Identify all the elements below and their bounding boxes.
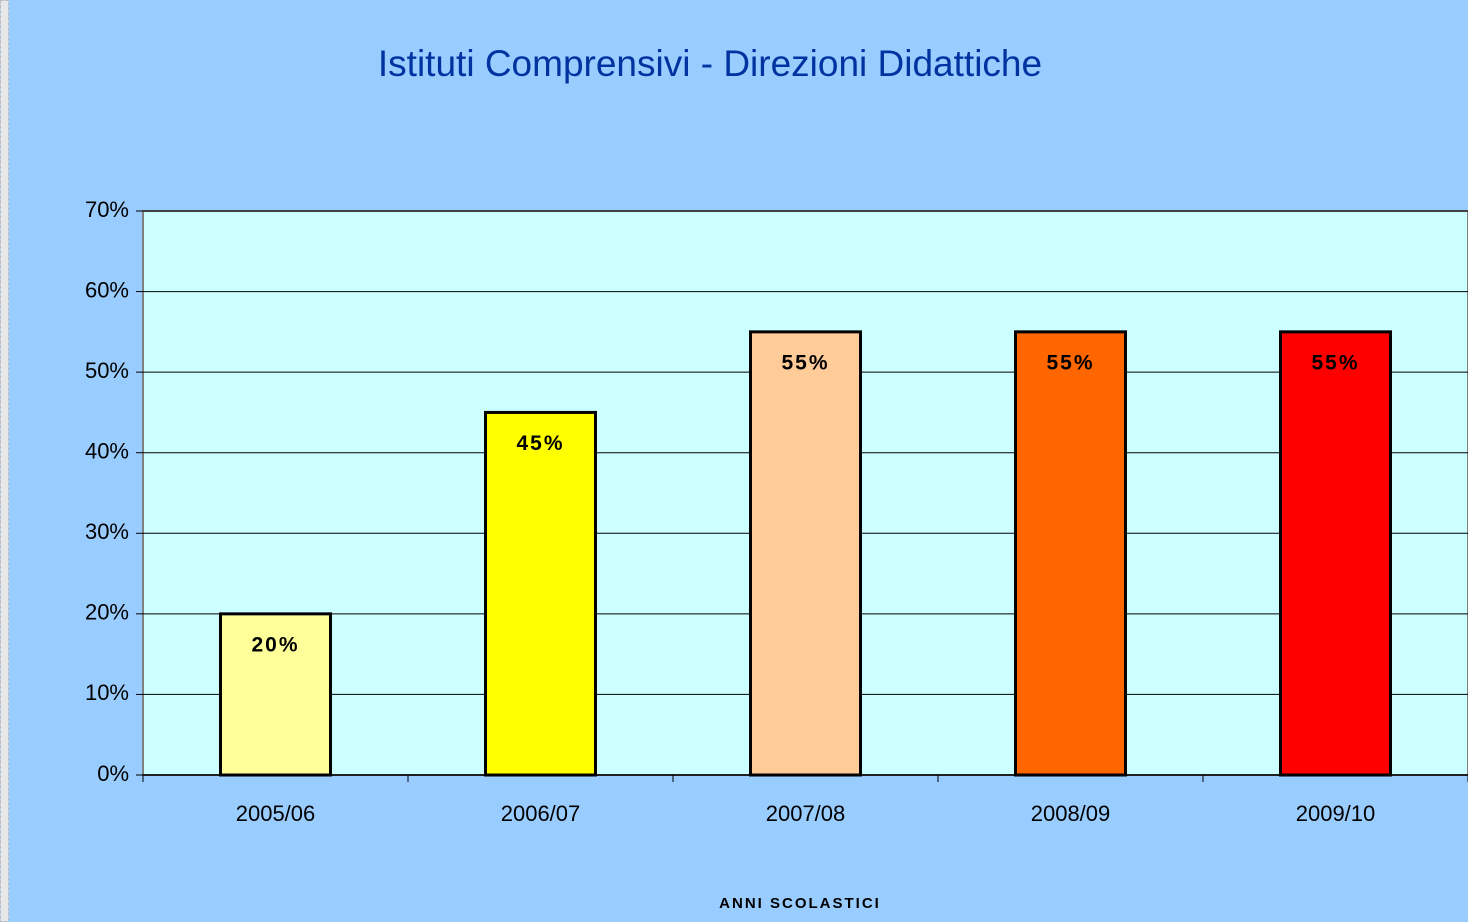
x-tick-label: 2009/10: [1296, 801, 1376, 826]
bar: [1014, 330, 1127, 777]
data-label: 45%: [516, 432, 564, 455]
bar: [749, 330, 862, 777]
y-tick-label: 40%: [85, 439, 129, 464]
x-axis-title: ANNI SCOLASTICI: [719, 895, 881, 912]
x-tick-label: 2008/09: [1031, 801, 1111, 826]
frame-edge: [0, 0, 9, 922]
y-tick-label: 60%: [85, 277, 129, 302]
y-tick-label: 10%: [85, 680, 129, 705]
bar: [1279, 330, 1392, 777]
y-tick-label: 30%: [85, 519, 129, 544]
bar: [219, 612, 332, 777]
chart-title: Istituti Comprensivi - Direzioni Didatti…: [378, 43, 1042, 84]
data-label: 55%: [1046, 351, 1094, 374]
data-label: 55%: [1311, 351, 1359, 374]
y-tick-label: 70%: [85, 197, 129, 222]
y-tick-label: 0%: [97, 761, 129, 786]
data-label: 20%: [251, 633, 299, 656]
data-label: 55%: [781, 351, 829, 374]
y-tick-label: 20%: [85, 600, 129, 625]
x-tick-label: 2007/08: [766, 801, 846, 826]
x-tick-label: 2006/07: [501, 801, 581, 826]
y-tick-label: 50%: [85, 358, 129, 383]
bar: [484, 410, 597, 777]
x-tick-label: 2005/06: [236, 801, 316, 826]
